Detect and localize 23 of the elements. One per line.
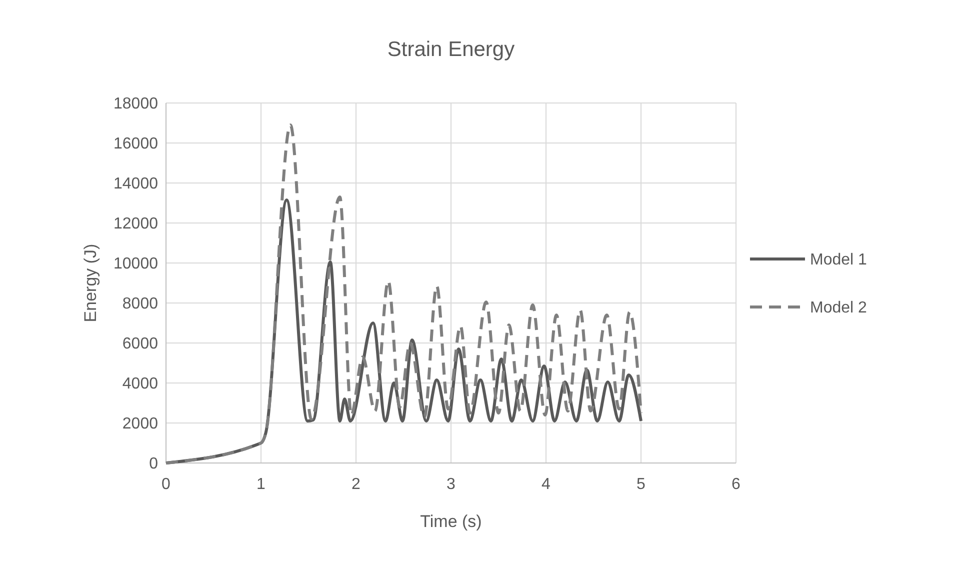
y-tick-label: 16000 <box>114 136 158 153</box>
y-tick-label: 4000 <box>122 376 158 393</box>
x-tick-label: 0 <box>162 476 171 493</box>
x-axis-title: Time (s) <box>420 512 482 531</box>
y-tick-label: 10000 <box>114 256 158 273</box>
y-tick-label: 14000 <box>114 176 158 193</box>
x-tick-label: 1 <box>256 476 266 493</box>
y-axis-title: Energy (J) <box>81 244 100 322</box>
y-tick-label: 6000 <box>122 336 158 353</box>
legend-label: Model 2 <box>810 300 868 317</box>
x-tick-label: 4 <box>542 476 551 493</box>
y-tick-label: 8000 <box>122 296 158 313</box>
line-series <box>164 124 642 464</box>
y-tick-label: 0 <box>149 456 158 473</box>
x-tick-label: 2 <box>352 476 361 493</box>
chart-title: Strain Energy <box>387 38 516 61</box>
x-tick-label: 5 <box>636 476 646 493</box>
legend-label: Model 1 <box>810 252 868 269</box>
y-tick-label: 2000 <box>122 416 158 433</box>
x-tick-label: 6 <box>732 476 741 493</box>
y-tick-label: 12000 <box>114 216 158 233</box>
x-tick-label: 3 <box>446 476 456 493</box>
y-tick-label: 18000 <box>114 96 158 113</box>
